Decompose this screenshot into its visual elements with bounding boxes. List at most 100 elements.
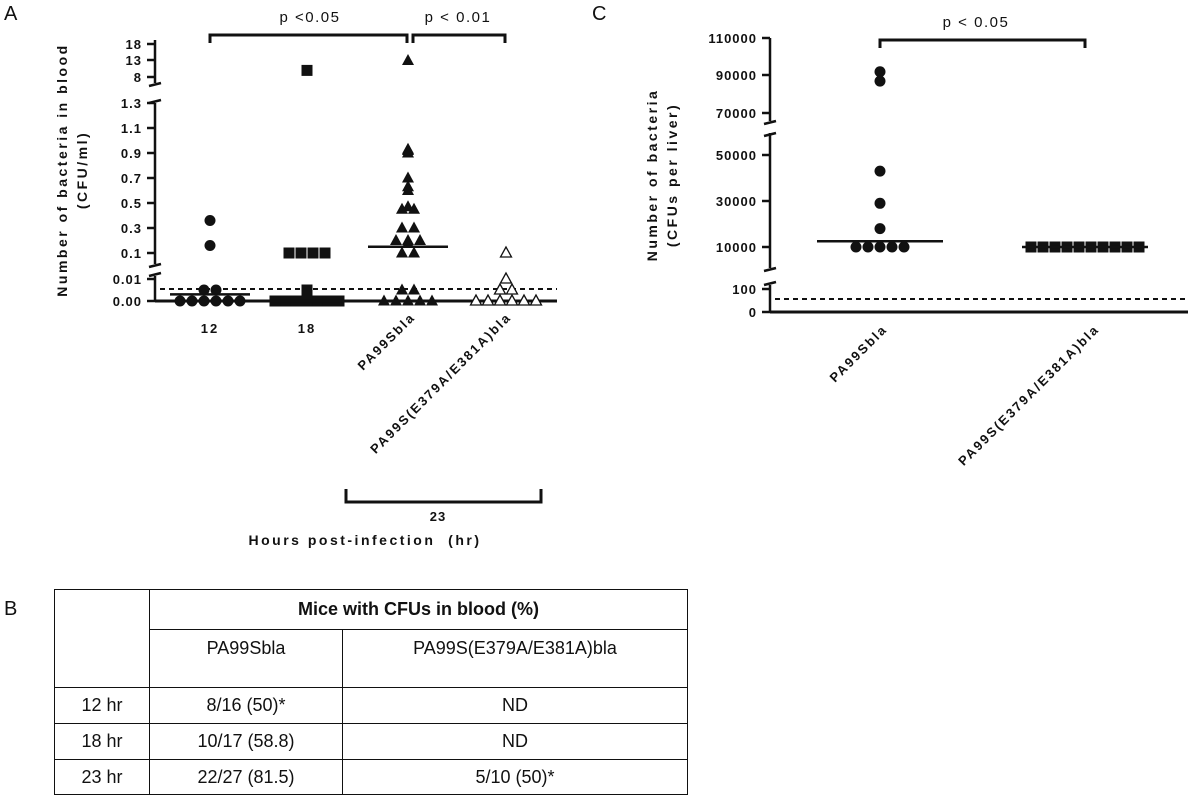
chart-c-data-point bbox=[898, 241, 910, 253]
chart-c-y-axis bbox=[763, 38, 777, 312]
chart-c-y-tick-label: 50000 bbox=[716, 148, 757, 163]
chart-a-data-point bbox=[396, 283, 408, 295]
chart-a-data-point bbox=[210, 284, 222, 296]
chart-a-data-point bbox=[402, 171, 414, 183]
chart-c-y-tick-label: 10000 bbox=[716, 240, 757, 255]
chart-a-data-point bbox=[307, 247, 319, 259]
chart-a-p-value-label: p <0.05 bbox=[280, 9, 341, 26]
chart-a-significance-bracket bbox=[411, 33, 507, 43]
chart-a-data-point bbox=[402, 146, 414, 158]
chart-a-points bbox=[170, 54, 543, 307]
chart-c-y-tick-marks bbox=[762, 36, 770, 314]
chart-a-x-tick-label: 18 bbox=[298, 321, 316, 336]
chart-a-data-point bbox=[408, 246, 420, 258]
table-row: 12 hr 8/16 (50)* ND bbox=[54, 687, 688, 724]
chart-a-p-value-label: p < 0.01 bbox=[425, 9, 492, 26]
chart-a-y-axis-units: (CFU/ml) bbox=[74, 131, 90, 209]
chart-a-data-point bbox=[517, 293, 531, 306]
chart-a-data-point bbox=[396, 202, 408, 214]
chart-a-y-axis-title: Number of bacteria in blood bbox=[54, 43, 70, 296]
table-row-label: 23 hr bbox=[54, 759, 150, 795]
chart-c-data-point bbox=[874, 241, 886, 253]
chart-a-data-point bbox=[378, 294, 390, 306]
chart-a-data-point bbox=[499, 245, 513, 258]
chart-a-y-tick-label: 8 bbox=[134, 70, 142, 85]
chart-c-y-tick-label: 0 bbox=[749, 305, 757, 320]
chart-a-data-point bbox=[390, 234, 402, 245]
panel-a-letter: A bbox=[4, 3, 18, 25]
chart-a-data-point bbox=[505, 293, 519, 306]
chart-a-data-point bbox=[402, 184, 414, 195]
chart-a-data-point bbox=[204, 215, 216, 226]
table-cell: ND bbox=[342, 687, 688, 724]
table-cell: 8/16 (50)* bbox=[149, 687, 343, 724]
chart-a-data-point bbox=[186, 295, 198, 307]
chart-a-data-point bbox=[402, 294, 414, 306]
chart-a-y-tick-label: 1.1 bbox=[121, 121, 142, 136]
chart-a-data-point bbox=[481, 293, 495, 306]
chart-a-data-point bbox=[499, 271, 513, 284]
panel-b-letter: B bbox=[4, 598, 17, 620]
chart-c-y-tick-label: 100 bbox=[732, 282, 757, 297]
table-cell: 10/17 (58.8) bbox=[149, 723, 343, 760]
table-column-header: PA99S(E379A/E381A)bla bbox=[342, 629, 688, 688]
table-cell: 22/27 (81.5) bbox=[149, 759, 343, 795]
chart-a-data-point bbox=[414, 294, 426, 306]
chart-a-data-point bbox=[469, 293, 483, 306]
chart-a-y-axis bbox=[148, 40, 162, 301]
table-row-label: 12 hr bbox=[54, 687, 150, 724]
table-header: Mice with CFUs in blood (%) bbox=[149, 589, 688, 630]
chart-a-data-point bbox=[174, 295, 186, 307]
chart-a-data-point bbox=[408, 221, 420, 233]
chart-a-y-tick-label: 1.3 bbox=[121, 96, 142, 111]
chart-a-data-point bbox=[283, 247, 295, 259]
chart-a-data-point bbox=[301, 284, 313, 296]
chart-c-data-point bbox=[874, 66, 886, 78]
table-row: 18 hr 10/17 (58.8) ND bbox=[54, 723, 688, 760]
chart-a-data-point bbox=[198, 284, 210, 296]
chart-c-p-value-label: p < 0.05 bbox=[943, 14, 1010, 31]
chart-a-data-point bbox=[234, 295, 246, 307]
chart-c-points bbox=[817, 66, 1148, 253]
chart-a-data-point bbox=[529, 293, 543, 306]
chart-c-data-point bbox=[874, 223, 886, 235]
chart-a-data-point bbox=[204, 240, 216, 251]
chart-a-data-point bbox=[210, 295, 222, 307]
chart-a-data-point bbox=[295, 247, 307, 259]
chart-a-data-point bbox=[493, 293, 507, 306]
chart-a-y-tick-label: 0.3 bbox=[121, 221, 142, 236]
chart-a-x-axis-title: Hours post-infection (hr) bbox=[249, 532, 482, 548]
chart-a-data-point bbox=[301, 64, 313, 76]
chart-a-x-tick-label: PA99Sbla bbox=[354, 310, 418, 374]
chart-a-y-tick-marks bbox=[147, 42, 155, 303]
table-cell: 5/10 (50)* bbox=[342, 759, 688, 795]
chart-c-y-axis-units: (CFUs per liver) bbox=[664, 103, 680, 247]
chart-a-group-label: 23 bbox=[430, 509, 446, 524]
chart-a-y-tick-label: 0.00 bbox=[113, 294, 142, 309]
chart-c-data-point bbox=[874, 165, 886, 177]
chart-a-data-point bbox=[414, 234, 426, 245]
chart-a-data-point bbox=[402, 236, 414, 248]
chart-a-y-tick-label: 0.9 bbox=[121, 146, 142, 161]
chart-a-y-tick-label: 0.1 bbox=[121, 246, 142, 261]
table-row-label: 18 hr bbox=[54, 723, 150, 760]
chart-c-data-point bbox=[874, 197, 886, 209]
chart-a-data-point bbox=[408, 283, 420, 295]
chart-a-y-tick-label: 13 bbox=[126, 53, 142, 68]
chart-a-y-tick-label: 0.7 bbox=[121, 171, 142, 186]
chart-c-y-axis-title: Number of bacteria bbox=[644, 89, 660, 262]
chart-a-y-tick-label: 0.5 bbox=[121, 196, 142, 211]
chart-a-x-tick-label: 12 bbox=[201, 321, 219, 336]
chart-c-significance-bracket bbox=[878, 38, 1087, 48]
chart-c-data-point bbox=[862, 241, 874, 253]
chart-a-y-tick-label: 18 bbox=[126, 37, 142, 52]
table-corner-cell bbox=[54, 589, 150, 688]
chart-a-data-point bbox=[390, 294, 402, 306]
panel-c-letter: C bbox=[592, 3, 606, 25]
table-row: 23 hr 22/27 (81.5) 5/10 (50)* bbox=[54, 759, 688, 795]
chart-a: 0.00 0.01 0.1 0.3 0.5 0.7 0.9 1.1 1.3 8 … bbox=[54, 9, 557, 548]
table-b: Mice with CFUs in blood (%) PA99Sbla PA9… bbox=[54, 589, 688, 795]
chart-a-y-tick-label: 0.01 bbox=[113, 272, 142, 287]
chart-a-data-point bbox=[319, 247, 331, 259]
table-cell: ND bbox=[342, 723, 688, 760]
